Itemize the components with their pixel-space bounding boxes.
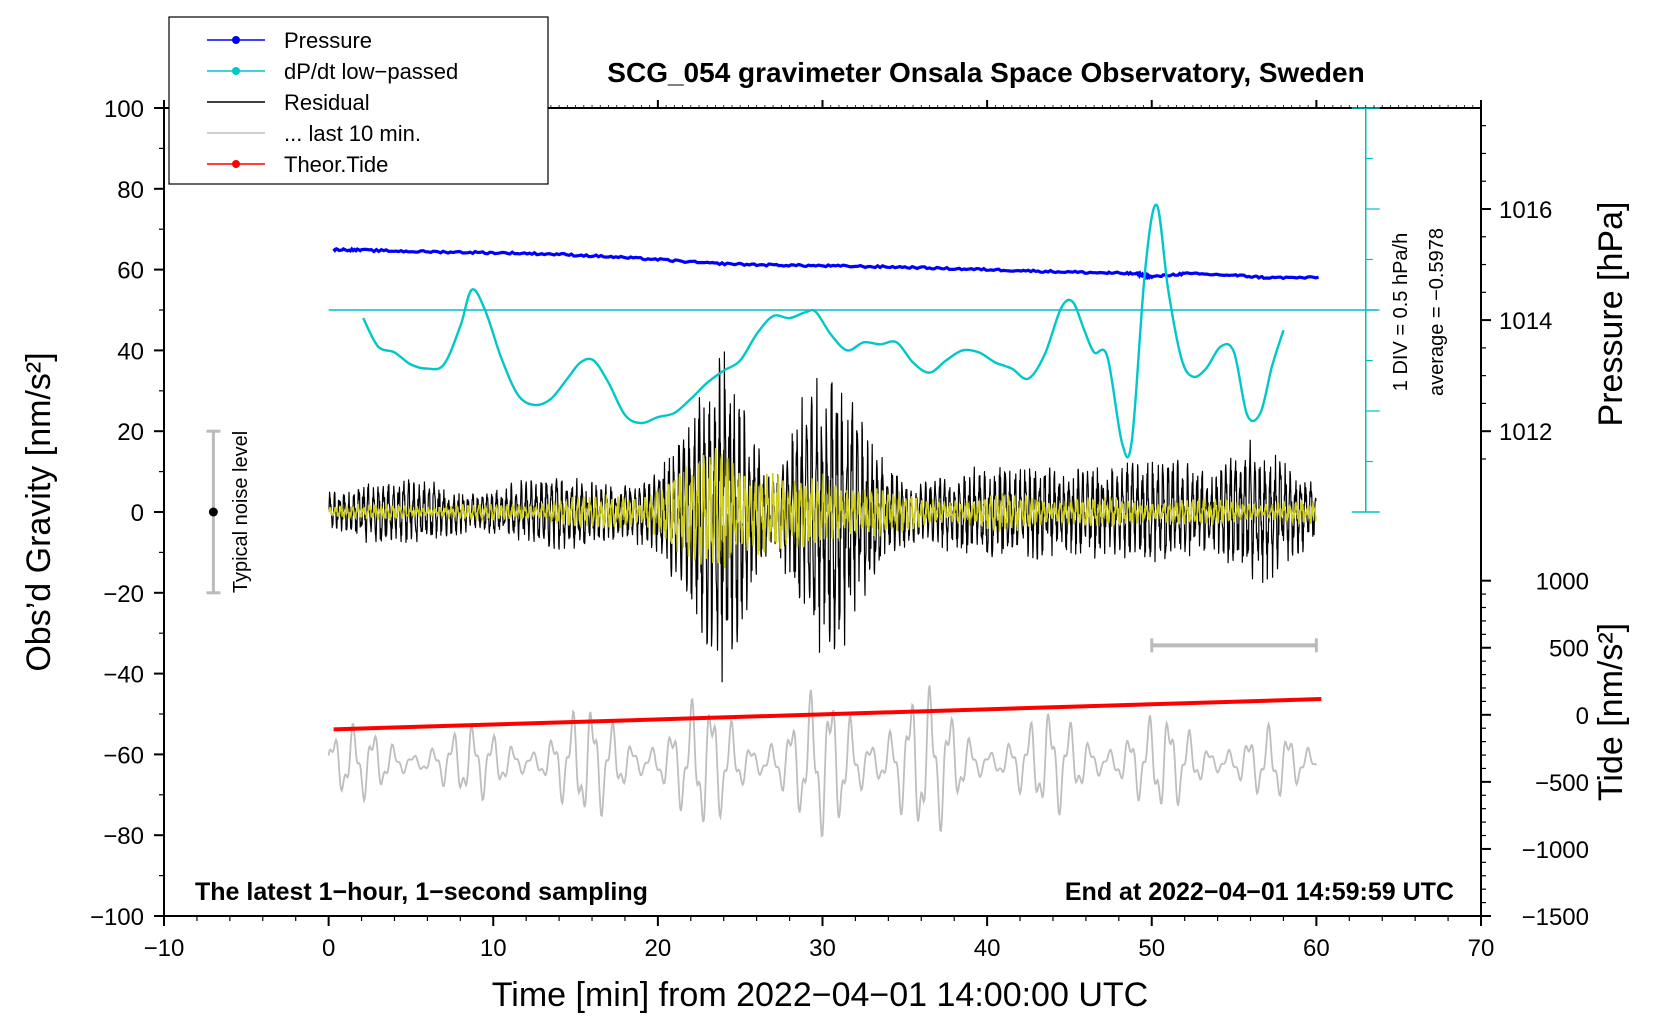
y-tick-label: 20 [117, 419, 144, 446]
tide-tick-label: 500 [1549, 636, 1589, 663]
y-axis-title-pressure: Pressure [hPa] [1592, 202, 1630, 427]
x-tick-label: 0 [322, 935, 335, 962]
y-tick-label: 100 [104, 96, 144, 123]
legend-label: dP/dt low−passed [284, 59, 458, 84]
legend-label: Residual [284, 90, 370, 115]
tide-tick-label: 0 [1576, 703, 1589, 730]
tide-tick-label: −1500 [1522, 904, 1589, 931]
annotation-noise-label: Typical noise level [230, 431, 252, 593]
y-tick-label: 40 [117, 338, 144, 365]
legend-marker [232, 67, 240, 75]
x-tick-label: 10 [480, 935, 507, 962]
pressure-tick-label: 1016 [1499, 197, 1552, 224]
x-tick-label: 40 [974, 935, 1001, 962]
legend-box [168, 16, 549, 185]
chart-title: SCG_054 gravimeter Onsala Space Observat… [607, 57, 1364, 88]
y-axis-title-left: Obs’d Gravity [nm/s²] [20, 352, 58, 671]
dpdt-series [362, 203, 1285, 459]
axes-layer: −10 0 10 20 30 40 50 60 70−100−80−60−40−20020406… [90, 96, 1589, 962]
x-tick-label: −10 [144, 935, 185, 962]
x-tick-label: 50 [1138, 935, 1165, 962]
theor-tide-series [333, 697, 1322, 732]
tide-tick-label: −1000 [1522, 837, 1589, 864]
annotation-dpdt-scale: 1 DIV = 0.5 hPa/h [1390, 233, 1412, 391]
last-10-min-series [327, 685, 1318, 838]
x-tick-label: 20 [645, 935, 672, 962]
y-tick-label: −20 [103, 581, 144, 608]
legend-marker [232, 160, 240, 168]
y-tick-label: −80 [103, 823, 144, 850]
annotation-end-time: End at 2022−04−01 14:59:59 UTC [1065, 878, 1454, 906]
x-tick-label: 60 [1303, 935, 1330, 962]
series-layer [206, 107, 1380, 838]
y-tick-label: 0 [131, 500, 144, 527]
residual-filtered-series [328, 447, 1317, 569]
legend: Pressure dP/dt low−passed Residual ... last… [207, 28, 458, 177]
noise-bar-center [208, 507, 218, 517]
y-tick-label: 80 [117, 177, 144, 204]
y-tick-label: −100 [90, 904, 144, 931]
x-axis-title: Time [min] from 2022−04−01 14:00:00 UTC [492, 976, 1148, 1014]
pressure-tick-label: 1014 [1499, 308, 1552, 335]
tide-tick-label: −500 [1535, 770, 1589, 797]
annotation-sampling: The latest 1−hour, 1−second sampling [195, 878, 648, 906]
tide-tick-label: 1000 [1536, 569, 1589, 596]
y-tick-label: −60 [103, 742, 144, 769]
annotation-dpdt-average: average = −0.5978 [1426, 228, 1448, 396]
legend-marker [232, 36, 240, 44]
pressure-series [332, 246, 1320, 281]
y-tick-label: 60 [117, 258, 144, 285]
legend-label: Pressure [284, 28, 372, 53]
pressure-tick-label: 1012 [1499, 419, 1552, 446]
x-tick-label: 70 [1468, 935, 1495, 962]
x-tick-label: 30 [809, 935, 836, 962]
legend-label: ... last 10 min. [284, 121, 421, 146]
y-tick-label: −40 [103, 662, 144, 689]
legend-label: Theor.Tide [284, 152, 388, 177]
y-axis-title-tide: Tide [nm/s²] [1592, 623, 1630, 801]
